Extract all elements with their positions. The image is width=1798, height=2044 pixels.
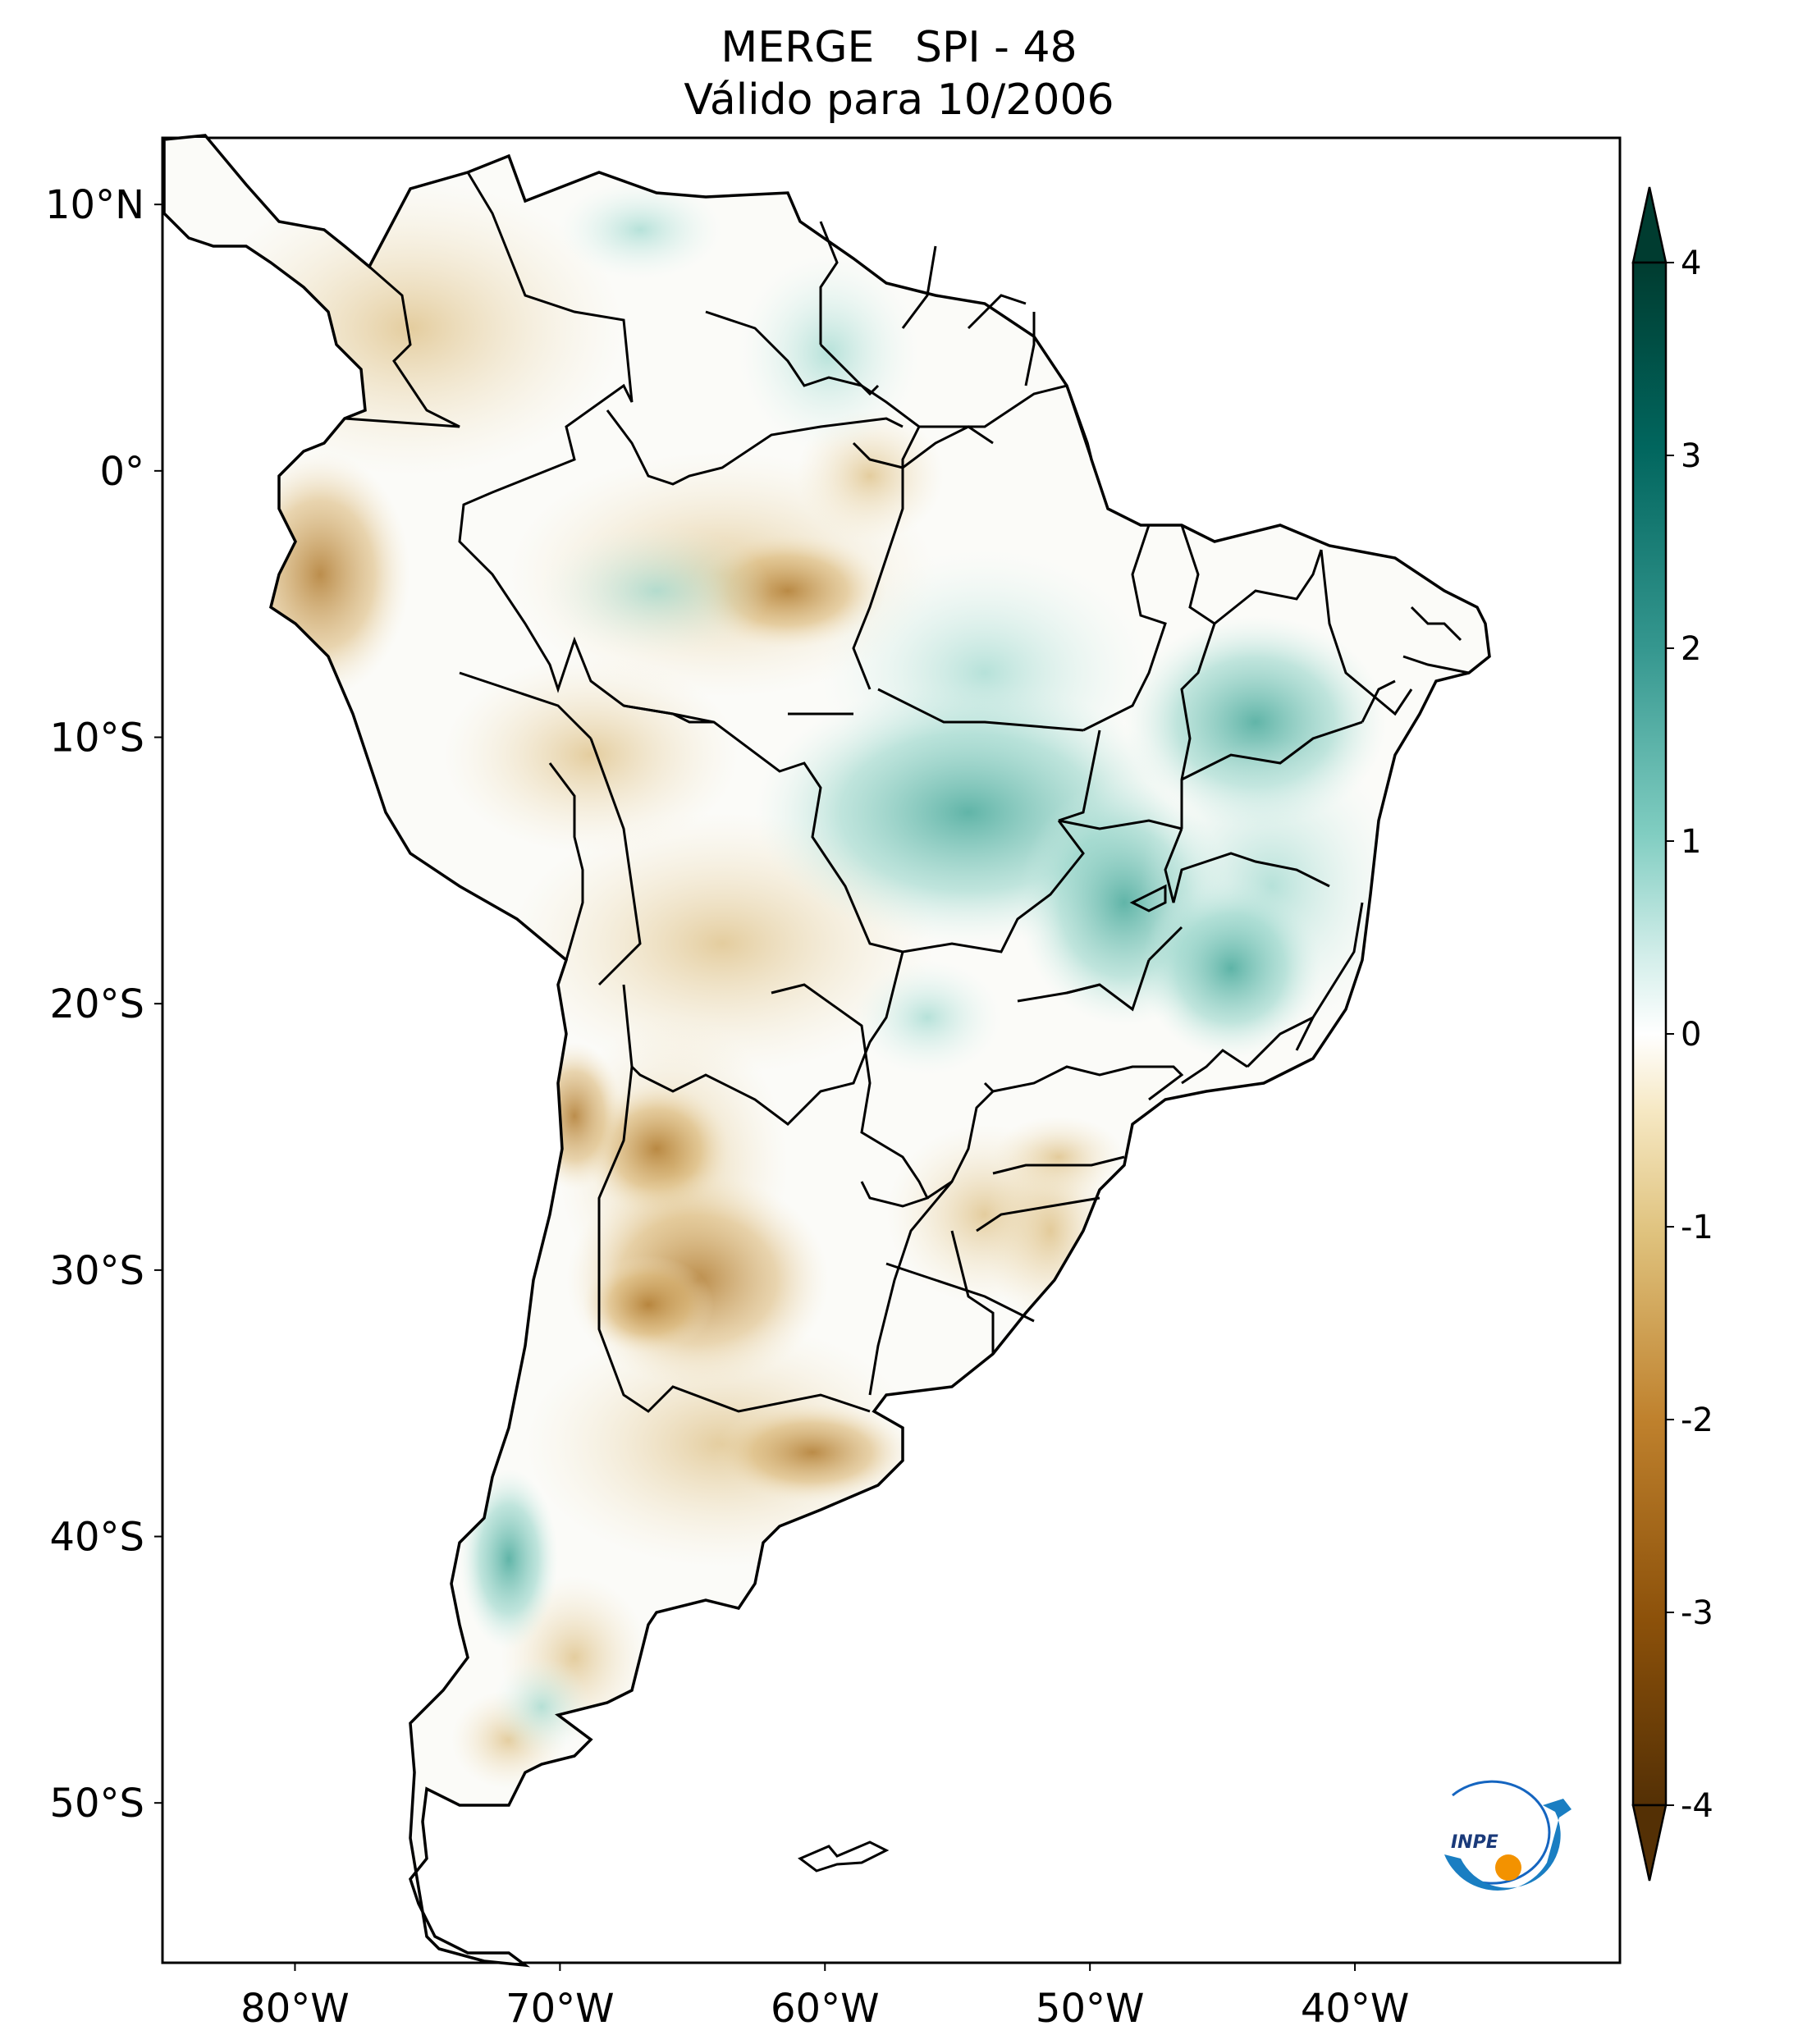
colorbar-ticks: 4 3 2 1 0 -1 -2 -3 -4 [1666,245,1713,1825]
lat-tick-label: 40°S [49,1515,144,1561]
inpe-logo-text: INPE [1451,1832,1498,1853]
colorbar-tick-label: 2 [1681,630,1701,668]
colorbar-tick-label: 3 [1681,437,1701,475]
lat-tick-label: 30°S [49,1248,144,1294]
falkland-islands [798,1841,890,1873]
map-subtitle: Válido para 10/2006 [684,75,1114,125]
lon-tick-label: 50°W [1036,1986,1145,2032]
colorbar-tick-label: 0 [1681,1016,1701,1054]
colorbar-gradient [1631,261,1668,1807]
inpe-logo-swoosh [1444,1799,1572,1891]
lat-tick-label: 10°S [49,716,144,761]
inpe-logo-dot [1495,1854,1521,1881]
colorbar-tick-label: -2 [1681,1402,1713,1439]
colorbar-extend-max [1631,186,1668,264]
colorbar-tick-label: -4 [1681,1787,1713,1825]
state-borders [788,384,1470,1232]
latitude-axis: 10°N 0° 10°S 20°S 30°S 40°S 50°S [45,182,162,1827]
lat-tick-label: 50°S [49,1781,144,1827]
map-title: MERGE SPI - 48 [721,23,1077,72]
inpe-logo-orbit [1452,1780,1551,1885]
colorbar-tick-label: -1 [1681,1209,1713,1246]
lon-tick-label: 40°W [1301,1986,1410,2032]
colorbar-extend-min [1631,1804,1668,1882]
colorbar: 4 3 2 1 0 -1 -2 -3 -4 [1631,186,1713,1882]
inpe-logo: INPE [1444,1780,1572,1891]
lon-tick-label: 70°W [506,1986,615,2032]
lat-tick-label: 0° [99,449,144,495]
country-borders [344,171,1036,1413]
colorbar-tick-label: 1 [1681,823,1701,861]
lon-tick-label: 60°W [771,1986,880,2032]
colorbar-tick-label: 4 [1681,245,1701,282]
lon-tick-label: 80°W [240,1986,350,2032]
lat-tick-label: 10°N [45,182,144,228]
colorbar-tick-label: -3 [1681,1594,1713,1632]
longitude-axis: 80°W 70°W 60°W 50°W 40°W [240,1963,1409,2032]
lat-tick-label: 20°S [49,981,144,1027]
